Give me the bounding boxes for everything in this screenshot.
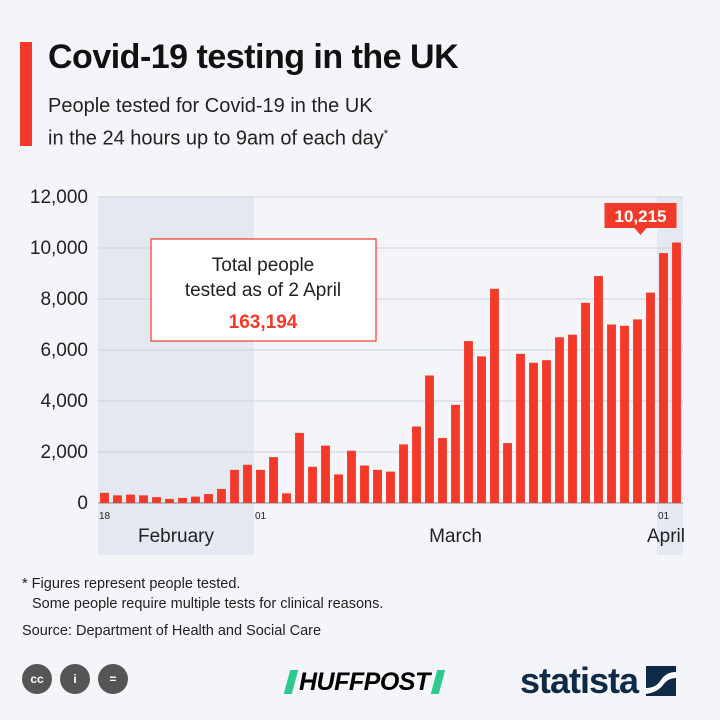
- source-note: Source: Department of Health and Social …: [22, 623, 322, 639]
- bar: [334, 474, 343, 503]
- bar: [399, 444, 408, 503]
- total-annotation-line1: Total people: [212, 255, 314, 276]
- month-label: March: [429, 526, 482, 547]
- bar: [529, 362, 538, 503]
- bar: [139, 495, 148, 503]
- bar: [620, 325, 629, 503]
- y-tick-label: 4,000: [40, 391, 88, 412]
- statista-logo: statista: [520, 660, 677, 702]
- attribution-icon: i: [60, 664, 90, 694]
- bar: [113, 495, 122, 503]
- footnote: * Figures represent people tested. Some …: [22, 574, 383, 614]
- bar: [568, 334, 577, 503]
- y-tick-label: 0: [77, 493, 88, 514]
- license-icons: cc i =: [22, 664, 128, 694]
- bar: [321, 445, 330, 503]
- bar: [425, 375, 434, 503]
- bar: [607, 324, 616, 503]
- bar: [152, 497, 161, 503]
- bar: [412, 426, 421, 503]
- footnote-line-2: Some people require multiple tests for c…: [32, 596, 384, 612]
- bar: [230, 469, 239, 503]
- bar: [217, 488, 226, 503]
- y-tick-label: 2,000: [40, 442, 88, 463]
- total-annotation-box: [150, 238, 377, 342]
- bar: [633, 319, 642, 503]
- huffpost-left-mark: [283, 670, 299, 694]
- value-callout-pointer: [634, 228, 647, 235]
- x-tick-label: 01: [255, 511, 267, 522]
- bar: [581, 302, 590, 503]
- chart-title: Covid-19 testing in the UK: [48, 38, 459, 76]
- bar: [256, 469, 265, 503]
- bar: [360, 465, 369, 503]
- bar: [646, 292, 655, 503]
- bar: [165, 498, 174, 503]
- y-tick-label: 6,000: [40, 340, 88, 361]
- bar: [386, 471, 395, 503]
- subtitle-line-2: in the 24 hours up to 9am of each day*: [48, 120, 488, 153]
- bar: [204, 494, 213, 503]
- bar: [373, 469, 382, 503]
- x-tick-label: 01: [658, 511, 670, 522]
- bar: [295, 432, 304, 503]
- bar: [347, 450, 356, 503]
- huffpost-right-mark: [430, 670, 445, 694]
- bar: [490, 288, 499, 503]
- value-callout-label: 10,215: [615, 207, 667, 226]
- x-tick-label: 18: [99, 511, 111, 522]
- title-accent-bar: [20, 42, 32, 146]
- bar: [191, 496, 200, 503]
- bar: [555, 337, 564, 503]
- statista-wordmark: statista: [520, 660, 639, 701]
- bar: [594, 276, 603, 503]
- huffpost-wordmark: HUFFPOST: [299, 667, 430, 696]
- bar: [542, 360, 551, 503]
- bar: [477, 356, 486, 503]
- bar: [243, 464, 252, 503]
- statista-logo-icon: [646, 666, 677, 696]
- y-tick-label: 10,000: [30, 238, 88, 259]
- bar: [282, 493, 291, 503]
- month-label: April: [647, 526, 685, 547]
- subtitle-line-1: People tested for Covid-19 in the UK: [48, 95, 373, 117]
- bar: [308, 466, 317, 503]
- month-label: February: [138, 526, 215, 547]
- bar: [672, 242, 681, 503]
- bar-chart: 0 2,000 4,000 6,000 8,000 10,000 12,000 18 01 01 F…: [30, 187, 685, 555]
- bar: [126, 494, 135, 503]
- total-annotation-value: 163,194: [229, 312, 298, 333]
- y-tick-label: 8,000: [40, 289, 88, 310]
- bar: [451, 404, 460, 503]
- bar: [659, 253, 668, 503]
- bar: [438, 437, 447, 503]
- cc-icon: cc: [22, 664, 52, 694]
- footnote-line-1: * Figures represent people tested.: [22, 576, 241, 592]
- bar: [100, 492, 109, 503]
- footnote-marker: *: [383, 128, 389, 140]
- statista-wave-icon: [646, 672, 677, 694]
- bar: [269, 457, 278, 503]
- value-callout-box: [604, 203, 677, 228]
- y-tick-label: 12,000: [30, 187, 88, 208]
- subtitle-line-2-text: in the 24 hours up to 9am of each day: [48, 127, 384, 150]
- total-annotation-line2: tested as of 2 April: [185, 280, 341, 301]
- huffpost-logo: HUFFPOST: [283, 667, 446, 696]
- bar: [516, 353, 525, 503]
- no-derivatives-icon: =: [98, 664, 128, 694]
- chart-subtitle: People tested for Covid-19 in the UK in …: [48, 92, 488, 153]
- bar: [503, 443, 512, 503]
- bar: [178, 497, 187, 503]
- bar: [464, 341, 473, 503]
